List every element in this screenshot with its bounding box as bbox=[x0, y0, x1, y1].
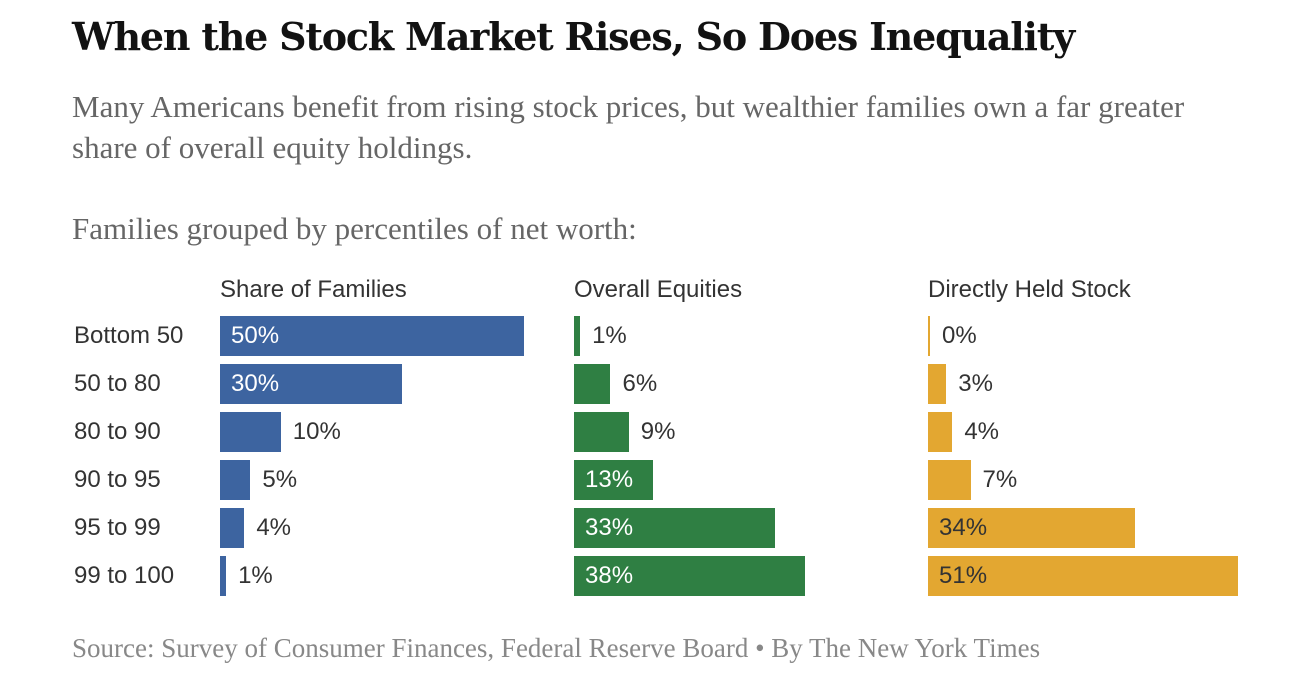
bar bbox=[928, 364, 947, 404]
data-label: 3% bbox=[958, 370, 993, 397]
data-label: 1% bbox=[238, 562, 273, 589]
data-label: 10% bbox=[292, 418, 341, 445]
bar bbox=[928, 508, 1135, 548]
data-label: 0% bbox=[942, 322, 977, 349]
chart-title: When the Stock Market Rises, So Does Ine… bbox=[72, 14, 1075, 59]
data-label: 30% bbox=[231, 370, 280, 397]
bar bbox=[928, 556, 1239, 596]
row-label: 90 to 95 bbox=[74, 466, 161, 493]
data-label: 4% bbox=[256, 514, 291, 541]
row-label: 50 to 80 bbox=[74, 370, 161, 397]
bar bbox=[220, 316, 524, 356]
data-label: 9% bbox=[640, 418, 676, 445]
row-label: 95 to 99 bbox=[74, 514, 161, 541]
row-label: 99 to 100 bbox=[74, 562, 175, 589]
bar bbox=[574, 412, 629, 452]
group-label: Families grouped by percentiles of net w… bbox=[72, 211, 637, 246]
data-label: 5% bbox=[262, 466, 298, 493]
data-label: 13% bbox=[585, 466, 634, 493]
bar bbox=[220, 508, 245, 548]
data-label: 4% bbox=[964, 418, 999, 445]
bar bbox=[574, 508, 775, 548]
series-title: Overall Equities bbox=[574, 276, 743, 303]
bar bbox=[928, 316, 930, 356]
bar bbox=[574, 364, 611, 404]
bar bbox=[928, 460, 971, 500]
row-label: 80 to 90 bbox=[74, 418, 161, 445]
data-label: 50% bbox=[231, 322, 280, 349]
data-label: 33% bbox=[585, 514, 634, 541]
bar bbox=[220, 460, 251, 500]
data-label: 34% bbox=[939, 514, 988, 541]
bar bbox=[220, 556, 227, 596]
bar bbox=[220, 412, 281, 452]
series-title: Directly Held Stock bbox=[928, 276, 1131, 303]
bar bbox=[574, 460, 654, 500]
series-title: Share of Families bbox=[220, 276, 407, 303]
chart-subtitle: Many Americans benefit from rising stock… bbox=[72, 89, 1185, 165]
data-label: 1% bbox=[592, 322, 627, 349]
data-label: 51% bbox=[939, 562, 988, 589]
source-note: Source: Survey of Consumer Finances, Fed… bbox=[72, 633, 1041, 663]
bar bbox=[928, 412, 953, 452]
bar bbox=[220, 364, 403, 404]
data-label: 6% bbox=[622, 370, 658, 397]
bar bbox=[574, 316, 581, 356]
bar bbox=[574, 556, 806, 596]
data-label: 7% bbox=[982, 466, 1018, 493]
row-label: Bottom 50 bbox=[74, 322, 184, 349]
data-label: 38% bbox=[585, 562, 634, 589]
